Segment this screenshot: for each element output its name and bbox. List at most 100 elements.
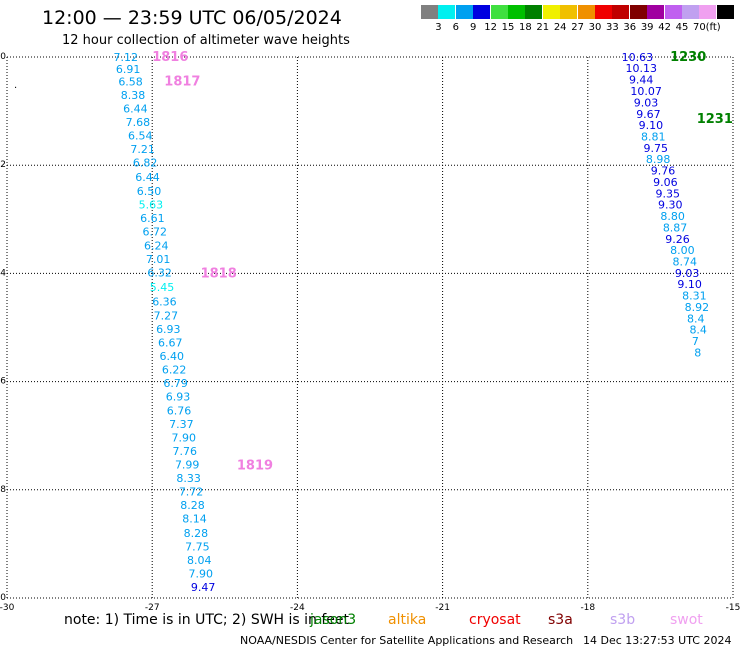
lon-tick-label: -24 bbox=[290, 603, 305, 613]
wave-height-value: 7.12 bbox=[113, 51, 138, 64]
satellite-legend-jason3: jason3 bbox=[310, 612, 357, 628]
wave-height-value: 8.98 bbox=[646, 153, 671, 166]
wave-height-value: 6.61 bbox=[140, 212, 165, 225]
wave-height-value: 6.93 bbox=[166, 391, 191, 404]
scale-label: 42 bbox=[658, 22, 671, 33]
wave-height-value: 7.37 bbox=[169, 418, 194, 431]
scale-swatch bbox=[612, 5, 630, 19]
wave-height-value: 9.26 bbox=[665, 233, 690, 246]
wave-height-value: 5.45 bbox=[150, 281, 175, 294]
scale-label: 18 bbox=[519, 22, 532, 33]
wave-height-value: 8.87 bbox=[663, 221, 688, 234]
altimeter-track: 7.126.916.588.386.447.686.547.216.826.44… bbox=[113, 50, 273, 594]
wave-height-value: 9.35 bbox=[656, 187, 681, 200]
wave-height-value: 7.90 bbox=[172, 431, 197, 444]
scale-label: 9 bbox=[470, 22, 477, 33]
timestamp-text: 14 Dec 13:27:53 UTC 2024 bbox=[583, 634, 732, 647]
credit-text: NOAA/NESDIS Center for Satellite Applica… bbox=[240, 634, 574, 647]
scale-swatch bbox=[682, 5, 699, 19]
wave-height-value: 9.30 bbox=[658, 199, 683, 212]
scale-label: 24 bbox=[553, 22, 567, 33]
stray-dot: . bbox=[14, 80, 18, 91]
wave-height-value: 9.47 bbox=[191, 581, 216, 594]
track-time-label: 1818 bbox=[201, 266, 237, 281]
wave-height-value: 7.21 bbox=[130, 143, 155, 156]
wave-height-value: 6.76 bbox=[167, 404, 192, 417]
scale-label: 33 bbox=[606, 22, 619, 33]
wave-height-value: 9.67 bbox=[636, 108, 661, 121]
wave-height-value: 9.06 bbox=[653, 176, 678, 189]
wave-height-value: 7.76 bbox=[173, 445, 198, 458]
wave-height-value: 6.93 bbox=[156, 323, 181, 336]
wave-height-value: 8.81 bbox=[641, 131, 666, 144]
wave-height-value: 10.07 bbox=[630, 85, 662, 98]
wave-height-value: 7.27 bbox=[154, 310, 179, 323]
scale-unit-label: (ft) bbox=[705, 22, 721, 33]
wave-height-value: 9.03 bbox=[634, 96, 659, 109]
wave-height-value: 6.36 bbox=[152, 296, 177, 309]
wave-height-value: 6.32 bbox=[147, 266, 172, 279]
scale-swatch bbox=[525, 5, 543, 19]
satellite-legend-s3a: s3a bbox=[548, 612, 573, 628]
lon-tick-label: -27 bbox=[145, 603, 160, 613]
scale-swatch bbox=[595, 5, 612, 19]
map-frame bbox=[7, 57, 733, 598]
wave-height-value: 8.38 bbox=[121, 89, 145, 102]
scale-swatch bbox=[664, 5, 682, 19]
wave-height-value: 8.80 bbox=[660, 210, 685, 223]
wave-height-value: 8.14 bbox=[182, 512, 207, 525]
altimeter-track: 10.6310.139.4410.079.039.679.108.819.758… bbox=[622, 50, 733, 359]
lat-tick-label: -22 bbox=[0, 160, 6, 170]
footer-note: note: 1) Time is in UTC; 2) SWH is in fe… bbox=[64, 612, 350, 628]
page-subtitle: 12 hour collection of altimeter wave hei… bbox=[62, 33, 350, 48]
lon-tick-label: -15 bbox=[726, 603, 740, 613]
scale-swatch bbox=[421, 5, 438, 19]
scale-swatch bbox=[490, 5, 508, 19]
wave-height-value: 9.10 bbox=[639, 119, 664, 132]
scale-label: 6 bbox=[452, 22, 459, 33]
map-axes: -20 -22 -24 -26 -28 -30-30 -27 -24 -21 -18 -15 bbox=[0, 52, 740, 613]
wave-height-value: 6.54 bbox=[128, 129, 153, 142]
scale-swatch bbox=[455, 5, 473, 19]
wave-height-value: 8.00 bbox=[670, 244, 695, 257]
wave-height-value: 7.75 bbox=[185, 541, 210, 554]
wave-height-value: 8.92 bbox=[685, 301, 710, 314]
wave-height-value: 6.82 bbox=[133, 156, 158, 169]
scale-swatch bbox=[629, 5, 647, 19]
wave-height-value: 8.74 bbox=[673, 255, 698, 268]
scale-label: 70 bbox=[693, 22, 706, 33]
wave-height-value: 10.63 bbox=[622, 51, 654, 64]
wave-height-value: 7.90 bbox=[189, 568, 214, 581]
scale-swatch bbox=[577, 5, 595, 19]
scale-swatch bbox=[473, 5, 491, 19]
page-title: 12:00 — 23:59 UTC 06/05/2024 bbox=[42, 7, 342, 29]
altimeter-tracks: 7.126.916.588.386.447.686.547.216.826.44… bbox=[113, 50, 732, 594]
wave-height-value: 9.76 bbox=[651, 165, 676, 178]
wave-height-value: 8.31 bbox=[682, 290, 707, 303]
wave-height-value: 9.03 bbox=[675, 267, 700, 280]
scale-swatch bbox=[699, 5, 717, 19]
wave-height-value: 9.10 bbox=[677, 278, 702, 291]
track-time-label: 1816 bbox=[152, 50, 188, 65]
wave-height-value: 6.58 bbox=[118, 75, 143, 88]
wave-height-value: 6.67 bbox=[158, 337, 183, 350]
satellite-legend-swot: swot bbox=[670, 612, 703, 628]
lat-lon-grid bbox=[6, 56, 734, 599]
scale-swatch bbox=[508, 5, 525, 19]
scale-label: 30 bbox=[588, 22, 602, 33]
satellite-legend-cryosat: cryosat bbox=[469, 612, 521, 628]
wave-height-value: 8.4 bbox=[687, 312, 705, 325]
lat-tick-label: -26 bbox=[0, 377, 6, 387]
wave-height-value: 6.44 bbox=[135, 171, 160, 184]
wave-height-value: 7 bbox=[692, 335, 699, 348]
scale-label: 3 bbox=[435, 22, 442, 33]
lon-tick-label: -21 bbox=[435, 603, 450, 613]
wave-height-value: 9.75 bbox=[643, 142, 668, 155]
wave-height-value: 6.79 bbox=[163, 377, 188, 390]
wave-height-value: 6.50 bbox=[137, 185, 162, 198]
wave-height-value: 7.68 bbox=[126, 116, 151, 129]
satellite-legend-altika: altika bbox=[388, 612, 427, 628]
track-time-label: 1817 bbox=[164, 74, 200, 89]
scale-swatch bbox=[542, 5, 560, 19]
